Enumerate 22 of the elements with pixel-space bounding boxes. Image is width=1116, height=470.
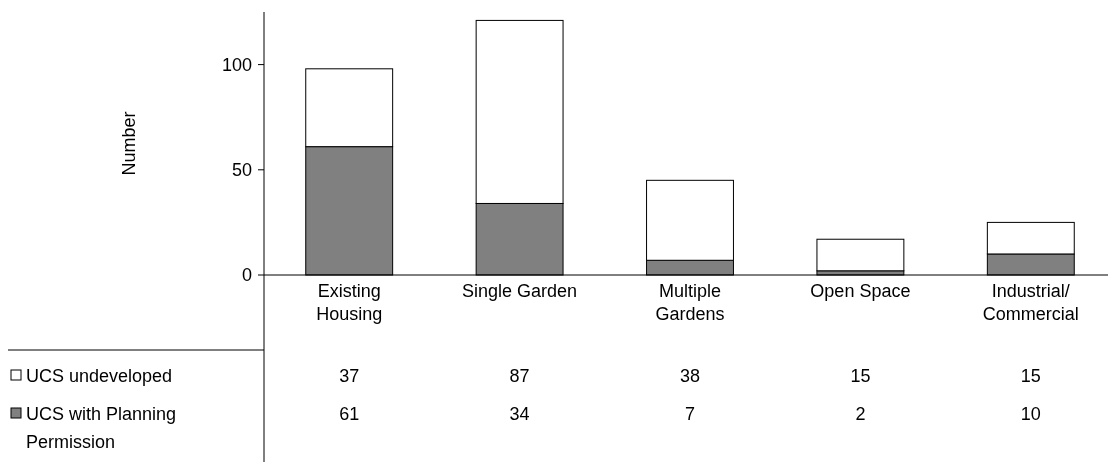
x-tick-label: Open Space	[810, 281, 911, 301]
legend-label: UCS undeveloped	[26, 366, 173, 386]
x-tick-label: Multiple Gardens	[655, 281, 725, 324]
data-label: 2	[855, 404, 866, 424]
data-label: 10	[1020, 404, 1041, 424]
data-label: 15	[1020, 366, 1041, 386]
y-tick-label: 100	[221, 54, 252, 75]
data-label: 87	[509, 366, 530, 386]
x-tick-label: Industrial/Commercial	[982, 281, 1079, 324]
data-label: 34	[509, 404, 530, 424]
bar	[816, 238, 905, 272]
data-label: 37	[339, 366, 360, 386]
y-tick-label: 50	[231, 160, 252, 181]
y-axis-title: Number	[119, 111, 139, 176]
data-label: 61	[339, 404, 360, 424]
data-label: 15	[850, 366, 871, 386]
x-tick-label: Existing Housing	[316, 281, 383, 324]
data-label: 38	[679, 366, 701, 386]
legend-label: UCS with Planning Permission	[26, 404, 177, 452]
data-label: 7	[684, 404, 696, 424]
x-tick-label: Single Garden	[462, 281, 578, 301]
y-tick-label: 0	[241, 265, 252, 286]
